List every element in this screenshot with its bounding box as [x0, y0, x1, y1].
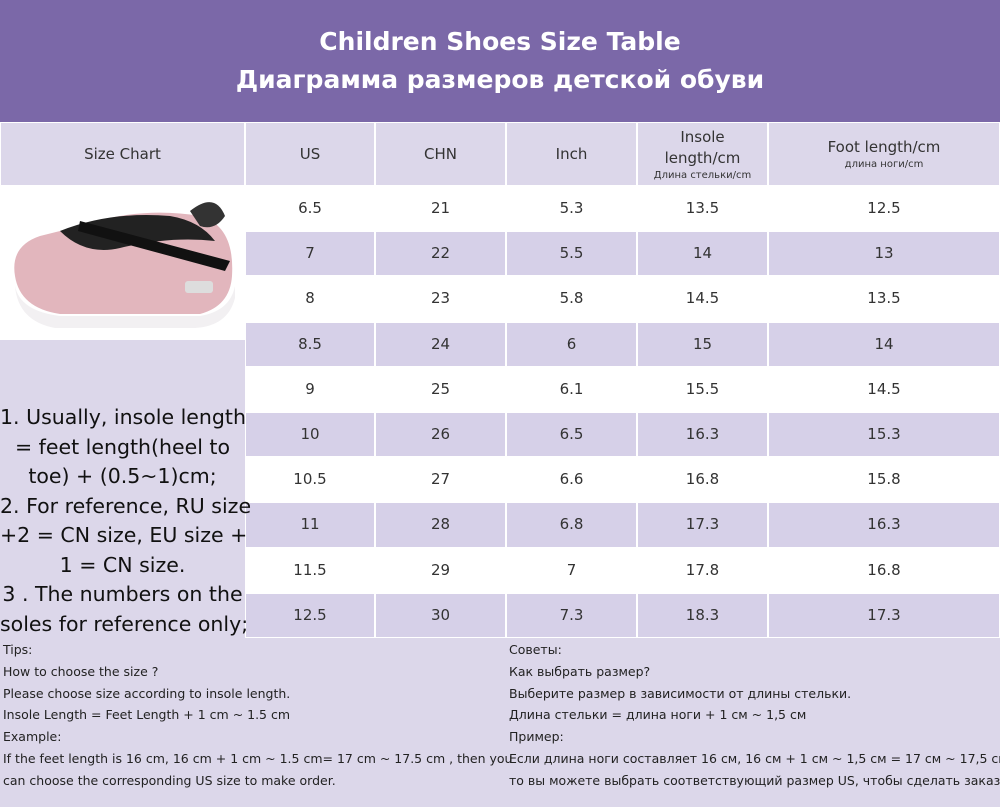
note-line: 1 = CN size. [59, 552, 186, 577]
table-cell: 14.5 [637, 276, 768, 322]
table-cell: 24 [375, 321, 506, 367]
table-cell: 17.3 [637, 502, 768, 548]
table-cell: 16.3 [637, 412, 768, 458]
table-cell: 7.3 [506, 592, 637, 638]
header-text: length/cm [664, 148, 741, 167]
table-cell: 16.8 [637, 457, 768, 503]
tip-line: can choose the corresponding US size to … [3, 772, 336, 788]
column-header: Insole length/cm Длина стельки/cm [637, 122, 768, 186]
table-cell: 29 [375, 547, 506, 593]
table-cell: 30 [375, 592, 506, 638]
table-cell: 13.5 [768, 276, 1000, 322]
tip-line: Пример: [509, 729, 564, 745]
table-cell: 13 [768, 231, 1000, 277]
note-line: 2. For reference, RU size [0, 493, 252, 518]
table-cell: 10 [245, 412, 375, 458]
header-text: Insole [680, 127, 725, 146]
table-cell: 17.8 [637, 547, 768, 593]
table-cell: 16.8 [768, 547, 1000, 593]
title-line: Children Shoes Size Table [319, 27, 681, 56]
column-header: CHN [375, 122, 506, 186]
table-cell: 6.5 [506, 412, 637, 458]
table-cell: 15 [637, 321, 768, 367]
table-cell: 5.8 [506, 276, 637, 322]
table-cell: 11 [245, 502, 375, 548]
header: Children Shoes Size Table Диаграмма разме… [0, 0, 1000, 122]
table-cell: 16.3 [768, 502, 1000, 548]
table-cell: 14.5 [768, 366, 1000, 412]
column-header: Size Chart [0, 122, 245, 186]
table-cell: 25 [375, 366, 506, 412]
tip-line: Советы: [509, 642, 562, 657]
table-cell: 18.3 [637, 592, 768, 638]
tip-line: Выберите размер в зависимости от длины с… [509, 685, 852, 701]
table-cell: 8 [245, 276, 375, 322]
title-line: Диаграмма размеров детской обуви [235, 65, 765, 94]
table-cell: 15.8 [768, 457, 1000, 503]
note-line: = feet length(heel to [14, 434, 231, 459]
header-text: US [299, 144, 321, 163]
table-cell: 7 [245, 231, 375, 277]
table-cell: 27 [375, 457, 506, 503]
note-line: 1. Usually, insole length [0, 405, 246, 429]
column-header: Inch [506, 122, 637, 186]
tip-line: If the feet length is 16 cm, 16 cm + 1 c… [3, 751, 513, 766]
table-cell: 13.5 [637, 186, 768, 232]
table-cell: 22 [375, 231, 506, 277]
table-cell: 15.5 [637, 366, 768, 412]
shoe-image [0, 186, 245, 340]
header-subtext: длина ноги/cm [844, 159, 924, 170]
table-cell: 6.1 [506, 366, 637, 412]
table-cell: 8.5 [245, 321, 375, 367]
table-cell: 6.5 [245, 186, 375, 232]
note-line: +2 = CN size, EU size + [0, 523, 248, 547]
table-cell: 6.6 [506, 457, 637, 503]
tip-line: Длина стельки = длина ноги + 1 см ~ 1,5 … [509, 707, 807, 723]
table-cell: 10.5 [245, 457, 375, 503]
tips-panel: Tips: How to choose the size ? Please choo… [0, 637, 1000, 807]
tip-line: Как выбрать размер? [509, 663, 651, 679]
column-header: Foot length/cm длина ноги/cm [768, 122, 1000, 186]
header-text: Foot length/cm [827, 138, 941, 156]
header-text: CHN [424, 144, 457, 163]
table-cell: 15.3 [768, 412, 1000, 458]
table-cell: 14 [768, 321, 1000, 367]
header-subtext: Длина стельки/cm [653, 169, 752, 181]
table-cell: 17.3 [768, 592, 1000, 638]
table-cell: 26 [375, 412, 506, 458]
tip-line: How to choose the size ? [3, 663, 159, 679]
table-cell: 9 [245, 366, 375, 412]
note-line: 3 . The numbers on the [2, 582, 243, 606]
tip-line: то вы можете выбрать соответствующий раз… [509, 772, 1000, 788]
tip-line: Example: [3, 729, 62, 745]
table-cell: 23 [375, 276, 506, 322]
tip-line: Insole Length = Feet Length + 1 cm ~ 1.5… [3, 707, 291, 723]
table-cell: 7 [506, 547, 637, 593]
table-cell: 6 [506, 321, 637, 367]
table-cell: 14 [637, 231, 768, 277]
note-line: toe) + (0.5~1)cm; [28, 464, 217, 488]
table-cell: 6.8 [506, 502, 637, 548]
tip-line: Please choose size according to insole l… [3, 685, 291, 701]
header-text: Size Chart [84, 144, 161, 163]
notes-panel [0, 340, 245, 637]
note-line: soles for reference only; [0, 611, 249, 636]
table-cell: 12.5 [768, 186, 1000, 232]
table-cell: 28 [375, 502, 506, 548]
table-cell: 5.3 [506, 186, 637, 232]
table-cell: 5.5 [506, 231, 637, 277]
table-cell: 11.5 [245, 547, 375, 593]
tip-line: Tips: [3, 642, 33, 657]
header-text: Inch [555, 144, 588, 163]
tip-line: Если длина ноги составляет 16 см, 16 см … [509, 751, 1000, 766]
table-cell: 12.5 [245, 592, 375, 638]
table-cell: 21 [375, 186, 506, 232]
column-header: US [245, 122, 375, 186]
